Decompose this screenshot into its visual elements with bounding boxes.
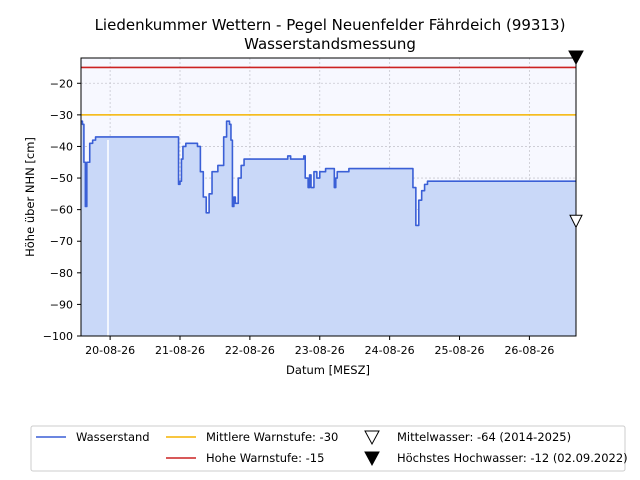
x-tick-label: 23-08-26 bbox=[295, 344, 345, 357]
chart-subtitle: Wasserstandsmessung bbox=[244, 35, 416, 53]
y-tick-label: −40 bbox=[50, 140, 73, 153]
y-tick-label: −50 bbox=[50, 172, 73, 185]
x-axis-label: Datum [MESZ] bbox=[286, 363, 370, 377]
plot-area: −100 −90 −80 −70 −60 −50 −40 −30 −20 20-08-26 21-0… bbox=[43, 50, 584, 357]
x-tick-label: 22-08-26 bbox=[225, 344, 275, 357]
y-tick-label: −60 bbox=[50, 204, 73, 217]
mean-water-marker bbox=[569, 214, 583, 229]
legend-warn-high-label: Hohe Warnstufe: -15 bbox=[206, 451, 324, 465]
y-tick-label: −90 bbox=[50, 298, 73, 311]
legend-mean-water-label: Mittelwasser: -64 (2014-2025) bbox=[397, 430, 571, 444]
water-level-line bbox=[81, 120, 576, 227]
legend-mean-water-triangle-icon bbox=[364, 430, 380, 446]
x-tick-label: 25-08-26 bbox=[435, 344, 485, 357]
x-tick-label: 26-08-26 bbox=[504, 344, 554, 357]
chart-title: Liedenkummer Wettern - Pegel Neuenfelder… bbox=[95, 16, 566, 34]
plot-frame bbox=[80, 57, 577, 337]
legend-warn-mid-label: Mittlere Warnstufe: -30 bbox=[206, 430, 338, 444]
y-tick-label: −70 bbox=[50, 235, 73, 248]
legend-highest-water-label: Höchstes Hochwasser: -12 (02.09.2022) bbox=[397, 451, 628, 465]
y-tick-label: −30 bbox=[50, 109, 73, 122]
y-tick-label: −80 bbox=[50, 267, 73, 280]
legend-highest-water-triangle-icon bbox=[364, 451, 380, 467]
highest-water-marker bbox=[568, 50, 584, 66]
y-tick-label: −20 bbox=[50, 77, 73, 90]
y-axis-label: Höhe über NHN [cm] bbox=[23, 137, 37, 257]
y-tick-label: −100 bbox=[43, 330, 73, 343]
water-level-area bbox=[81, 121, 576, 336]
legend: Wasserstand Mittlere Warnstufe: -30 Hohe… bbox=[30, 425, 628, 472]
x-tick-label: 21-08-26 bbox=[155, 344, 205, 357]
x-tick-label: 20-08-26 bbox=[85, 344, 135, 357]
x-tick-label: 24-08-26 bbox=[365, 344, 415, 357]
legend-water-label: Wasserstand bbox=[76, 430, 150, 444]
